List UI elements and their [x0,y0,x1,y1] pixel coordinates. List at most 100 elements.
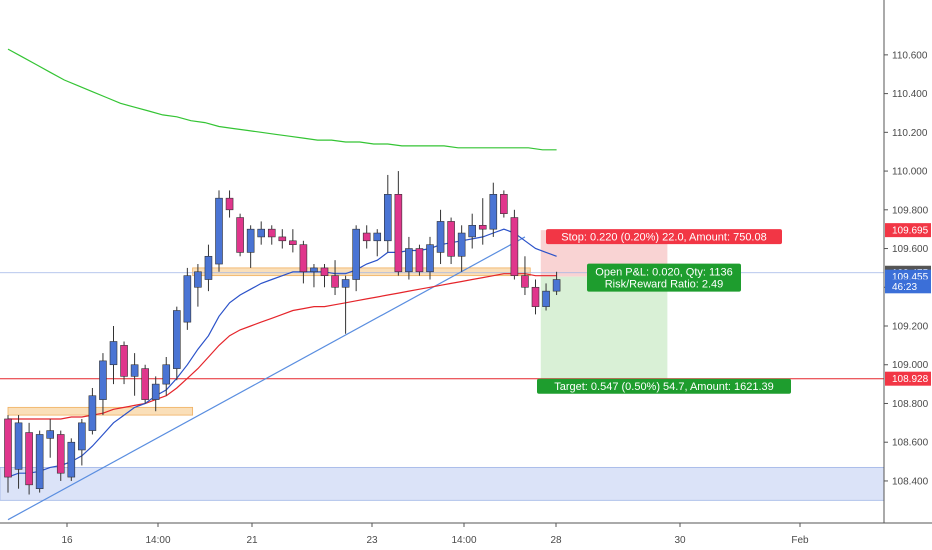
candle-body [500,194,508,214]
candle-body [151,383,160,400]
x-tick-label: 14:00 [451,535,476,546]
candle-body [56,434,65,474]
x-tick-label: 23 [366,535,378,546]
pnl-label-bg [587,263,741,292]
axis-price-tag: 109.695 [892,226,929,237]
support-zone [7,406,194,416]
candle-body [542,290,550,307]
candle-body [35,434,44,489]
candles-layer [4,171,561,495]
candle-body [468,224,477,238]
candle-body [78,422,86,451]
candle-body [257,228,266,238]
candle-body [299,244,308,273]
y-tick-label: 109.000 [892,360,929,371]
candle-body [436,221,445,253]
candle-body [405,248,413,273]
candle-body [88,395,97,431]
axis-price-tag-bg [885,371,931,386]
pnl-label-line1: Open P&L: 0.020, Qty: 1136 [595,267,732,279]
indicator-lines-layer [7,48,557,521]
target-label-group: Target: 0.547 (0.50%) 54.7, Amount: 1621… [537,378,791,394]
candle-body [320,267,329,276]
candle-body [383,194,392,242]
candle-body [426,244,434,273]
candle-body [447,221,455,257]
candle-body [552,279,561,292]
candle-body [267,228,276,238]
candle-body [331,275,339,288]
y-tick-label: 110.400 [892,89,928,100]
candle-body [130,364,139,377]
candle-body [225,197,234,211]
y-tick-label: 109.200 [892,322,929,333]
candle-body [352,228,360,280]
candle-body [510,217,519,276]
stop-label-bg [546,229,782,245]
y-tick-label: 108.600 [892,438,929,449]
candle-body [173,310,181,369]
x-tick-label: 21 [246,535,258,546]
candle-body [289,240,297,245]
x-tick-label: 28 [550,535,562,546]
pnl-label-line2: Risk/Reward Ratio: 2.49 [605,279,724,291]
y-tick-label: 108.800 [892,399,929,410]
candle-body [521,275,529,288]
y-tick-label: 109.800 [892,205,929,216]
ma-red-line [8,273,557,420]
support-zone [192,267,531,277]
candle-body [310,267,318,273]
candle-body [162,364,171,385]
stop-label: Stop: 0.220 (0.20%) 22.0, Amount: 750.08 [561,232,766,244]
candle-body [4,418,12,478]
axis-price-tag: 108.928 [892,374,929,385]
trendline [7,236,526,521]
axis-price-tag: 46:23 [892,282,917,293]
candle-body [14,422,23,470]
x-tick-label: 16 [61,535,73,546]
candle-body [489,194,498,230]
x-tick-label: 14:00 [145,535,170,546]
candle-body [246,228,255,253]
target-label-bg [537,378,791,394]
candle-body [109,341,118,366]
candle-body [373,232,382,242]
candle-body [236,217,244,253]
candle-body [215,197,223,265]
candle-body [46,430,55,439]
candle-body [204,255,213,280]
candle-body [278,236,287,242]
candle-body [415,248,424,273]
y-tick-label: 110.000 [892,167,928,178]
y-tick-label: 110.200 [892,128,928,139]
candle-body [183,275,192,323]
target-label: Target: 0.547 (0.50%) 54.7, Amount: 1621… [554,381,774,393]
y-tick-label: 108.400 [892,476,929,487]
demand-zone [0,466,885,501]
candle-body [99,360,107,400]
candle-body [457,232,466,257]
stop-label-group: Stop: 0.220 (0.20%) 22.0, Amount: 750.08 [546,229,782,245]
ma-blue-line [7,228,557,478]
sma-green-line [7,48,557,151]
x-tick-label: Feb [791,535,809,546]
candle-body [194,271,202,288]
target-zone [540,276,668,379]
axis-price-tag-bg [885,279,931,294]
position-labels-layer: Stop: 0.220 (0.20%) 22.0, Amount: 750.08… [537,229,791,394]
axis-price-tag-bg [885,223,931,238]
candle-body [341,279,350,288]
candle-body [120,345,128,377]
axis-price-tag: 109.455 [892,272,929,283]
candle-body [394,194,403,273]
candle-body [25,432,33,486]
candle-body [141,368,149,400]
y-tick-label: 110.600 [892,50,928,61]
candle-body [362,232,371,242]
y-tick-label: 109.600 [892,244,929,255]
x-tick-label: 30 [674,535,686,546]
candle-body [478,224,487,230]
